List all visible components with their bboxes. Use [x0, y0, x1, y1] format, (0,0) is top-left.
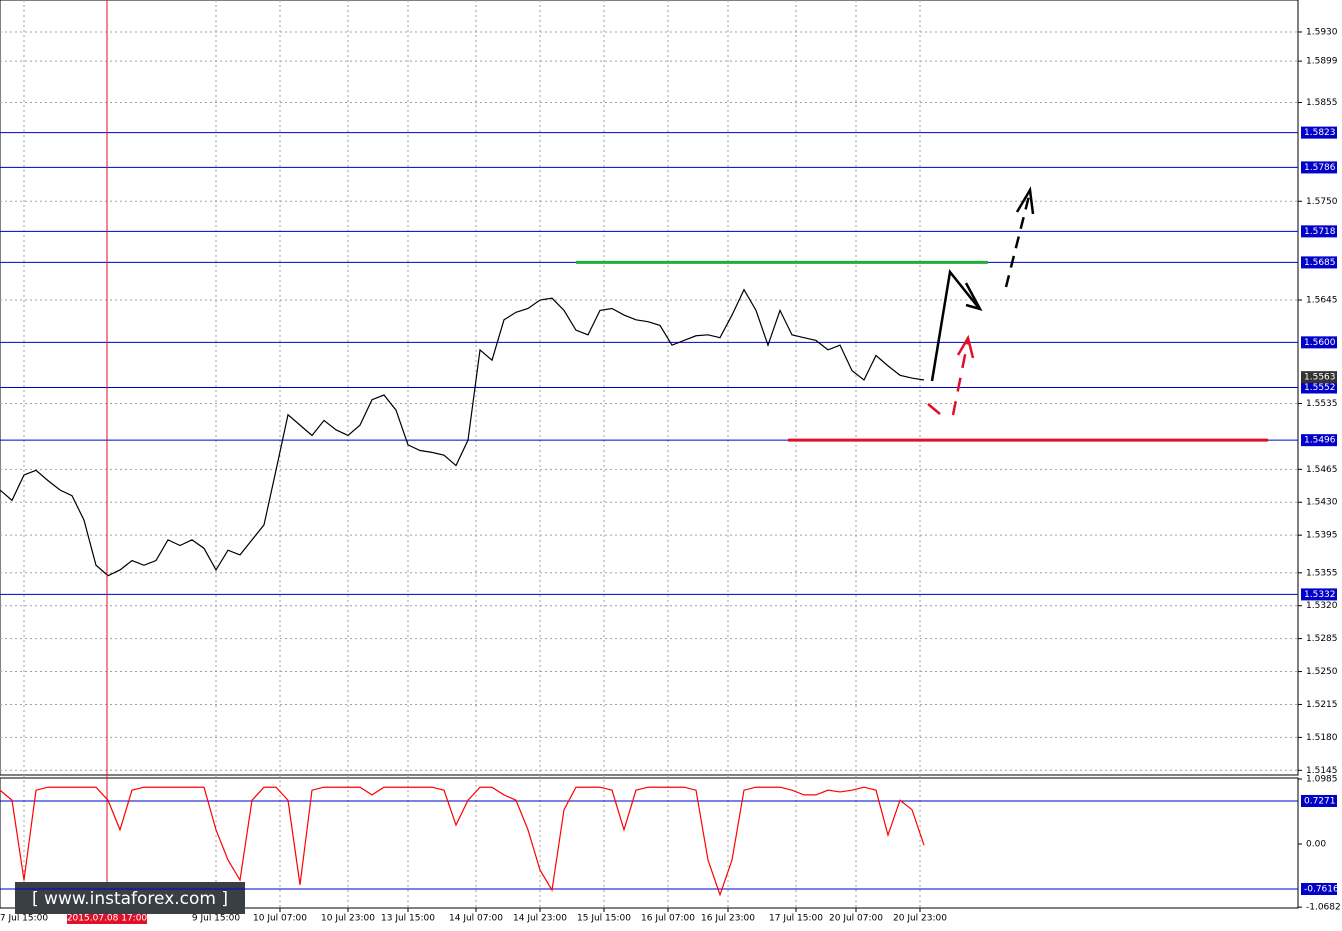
level-label-box	[1301, 256, 1337, 269]
x-tick-label: 14 Jul 07:00	[449, 914, 503, 924]
y-tick-label: 1.5355	[1306, 568, 1338, 578]
current-price-label: 1.5563	[1304, 373, 1336, 383]
cursor-label-box	[67, 912, 147, 924]
level-label-box	[1301, 588, 1337, 601]
forecast-arrows	[927, 186, 1035, 416]
x-tick-label: 7 Jul 15:00	[0, 914, 48, 924]
level-label-box	[1301, 381, 1337, 394]
y-tick-label: 1.5899	[1306, 57, 1338, 67]
y-tick-label: 1.5430	[1306, 498, 1338, 508]
level-label-box	[1301, 161, 1337, 174]
level-label-box	[1301, 882, 1337, 895]
red-dash	[927, 403, 941, 415]
x-tick-label: 16 Jul 23:00	[701, 914, 755, 924]
black-arrow-path	[930, 269, 979, 382]
price-line	[0, 786, 925, 897]
current-price-box	[1301, 371, 1337, 384]
x-tick-label: 9 Jul 15:00	[192, 914, 241, 924]
level-label-box	[1301, 336, 1337, 349]
level-label: 1.5600	[1304, 338, 1336, 348]
level-label-box	[1301, 794, 1337, 807]
level-label-box	[1301, 126, 1337, 139]
red-dashed-arrow	[951, 339, 970, 416]
y-tick-label: -1.0682	[1306, 903, 1341, 913]
y-tick-label: 1.5285	[1306, 634, 1338, 644]
level-label: -0.7616	[1304, 884, 1339, 894]
y-tick-label: 1.0985	[1306, 775, 1338, 785]
level-label: 1.5786	[1304, 163, 1336, 173]
y-tick-label: 1.5465	[1306, 465, 1338, 475]
x-tick-label: 17 Jul 15:00	[769, 914, 823, 924]
x-tick-label: 15 Jul 15:00	[577, 914, 631, 924]
y-tick-label: 1.5535	[1306, 399, 1338, 409]
level-label: 1.5332	[1304, 590, 1336, 600]
watermark-box	[15, 882, 245, 914]
x-tick-label: 10 Jul 07:00	[253, 914, 307, 924]
x-tick-label: 20 Jul 07:00	[829, 914, 883, 924]
level-label: 0.7271	[1304, 796, 1336, 806]
black-arrow-head	[964, 282, 983, 312]
x-tick-label: 20 Jul 23:00	[893, 914, 947, 924]
red-arrow-head	[956, 334, 975, 359]
y-tick-label: 1.5250	[1306, 667, 1338, 677]
level-label: 1.5496	[1304, 436, 1336, 446]
y-tick-label: 1.5855	[1306, 98, 1338, 108]
x-tick-label: 10 Jul 23:00	[321, 914, 375, 924]
y-tick-label: 1.5750	[1306, 197, 1338, 207]
watermark: [ www.instaforex.com ]	[32, 889, 228, 909]
level-label-box	[1301, 434, 1337, 447]
x-tick-label: 13 Jul 15:00	[381, 914, 435, 924]
y-tick-label: 1.5320	[1306, 601, 1338, 611]
black-dashed-arrow-head	[1015, 186, 1035, 215]
black-dashed-arrow	[1004, 191, 1032, 288]
oscillator-panel-frame	[0, 777, 1299, 909]
level-label: 1.5823	[1304, 128, 1336, 138]
y-tick-label: 1.5930	[1306, 27, 1338, 37]
y-tick-label: 1.5180	[1306, 733, 1338, 743]
y-tick-label: 1.5145	[1306, 766, 1338, 776]
y-tick-label: 0.00	[1306, 839, 1326, 849]
x-tick-label: 14 Jul 23:00	[513, 914, 567, 924]
cursor-label: 2015.07.08 17:00	[67, 914, 148, 924]
y-tick-label: 1.5645	[1306, 296, 1338, 306]
level-label: 1.5718	[1304, 227, 1336, 237]
level-label-box	[1301, 225, 1337, 238]
level-label: 1.5685	[1304, 258, 1336, 268]
y-tick-label: 1.5395	[1306, 531, 1338, 541]
x-tick-label: 16 Jul 07:00	[641, 914, 695, 924]
y-tick-label: 1.5215	[1306, 700, 1338, 710]
price-line	[0, 288, 925, 577]
level-label: 1.5552	[1304, 383, 1336, 393]
